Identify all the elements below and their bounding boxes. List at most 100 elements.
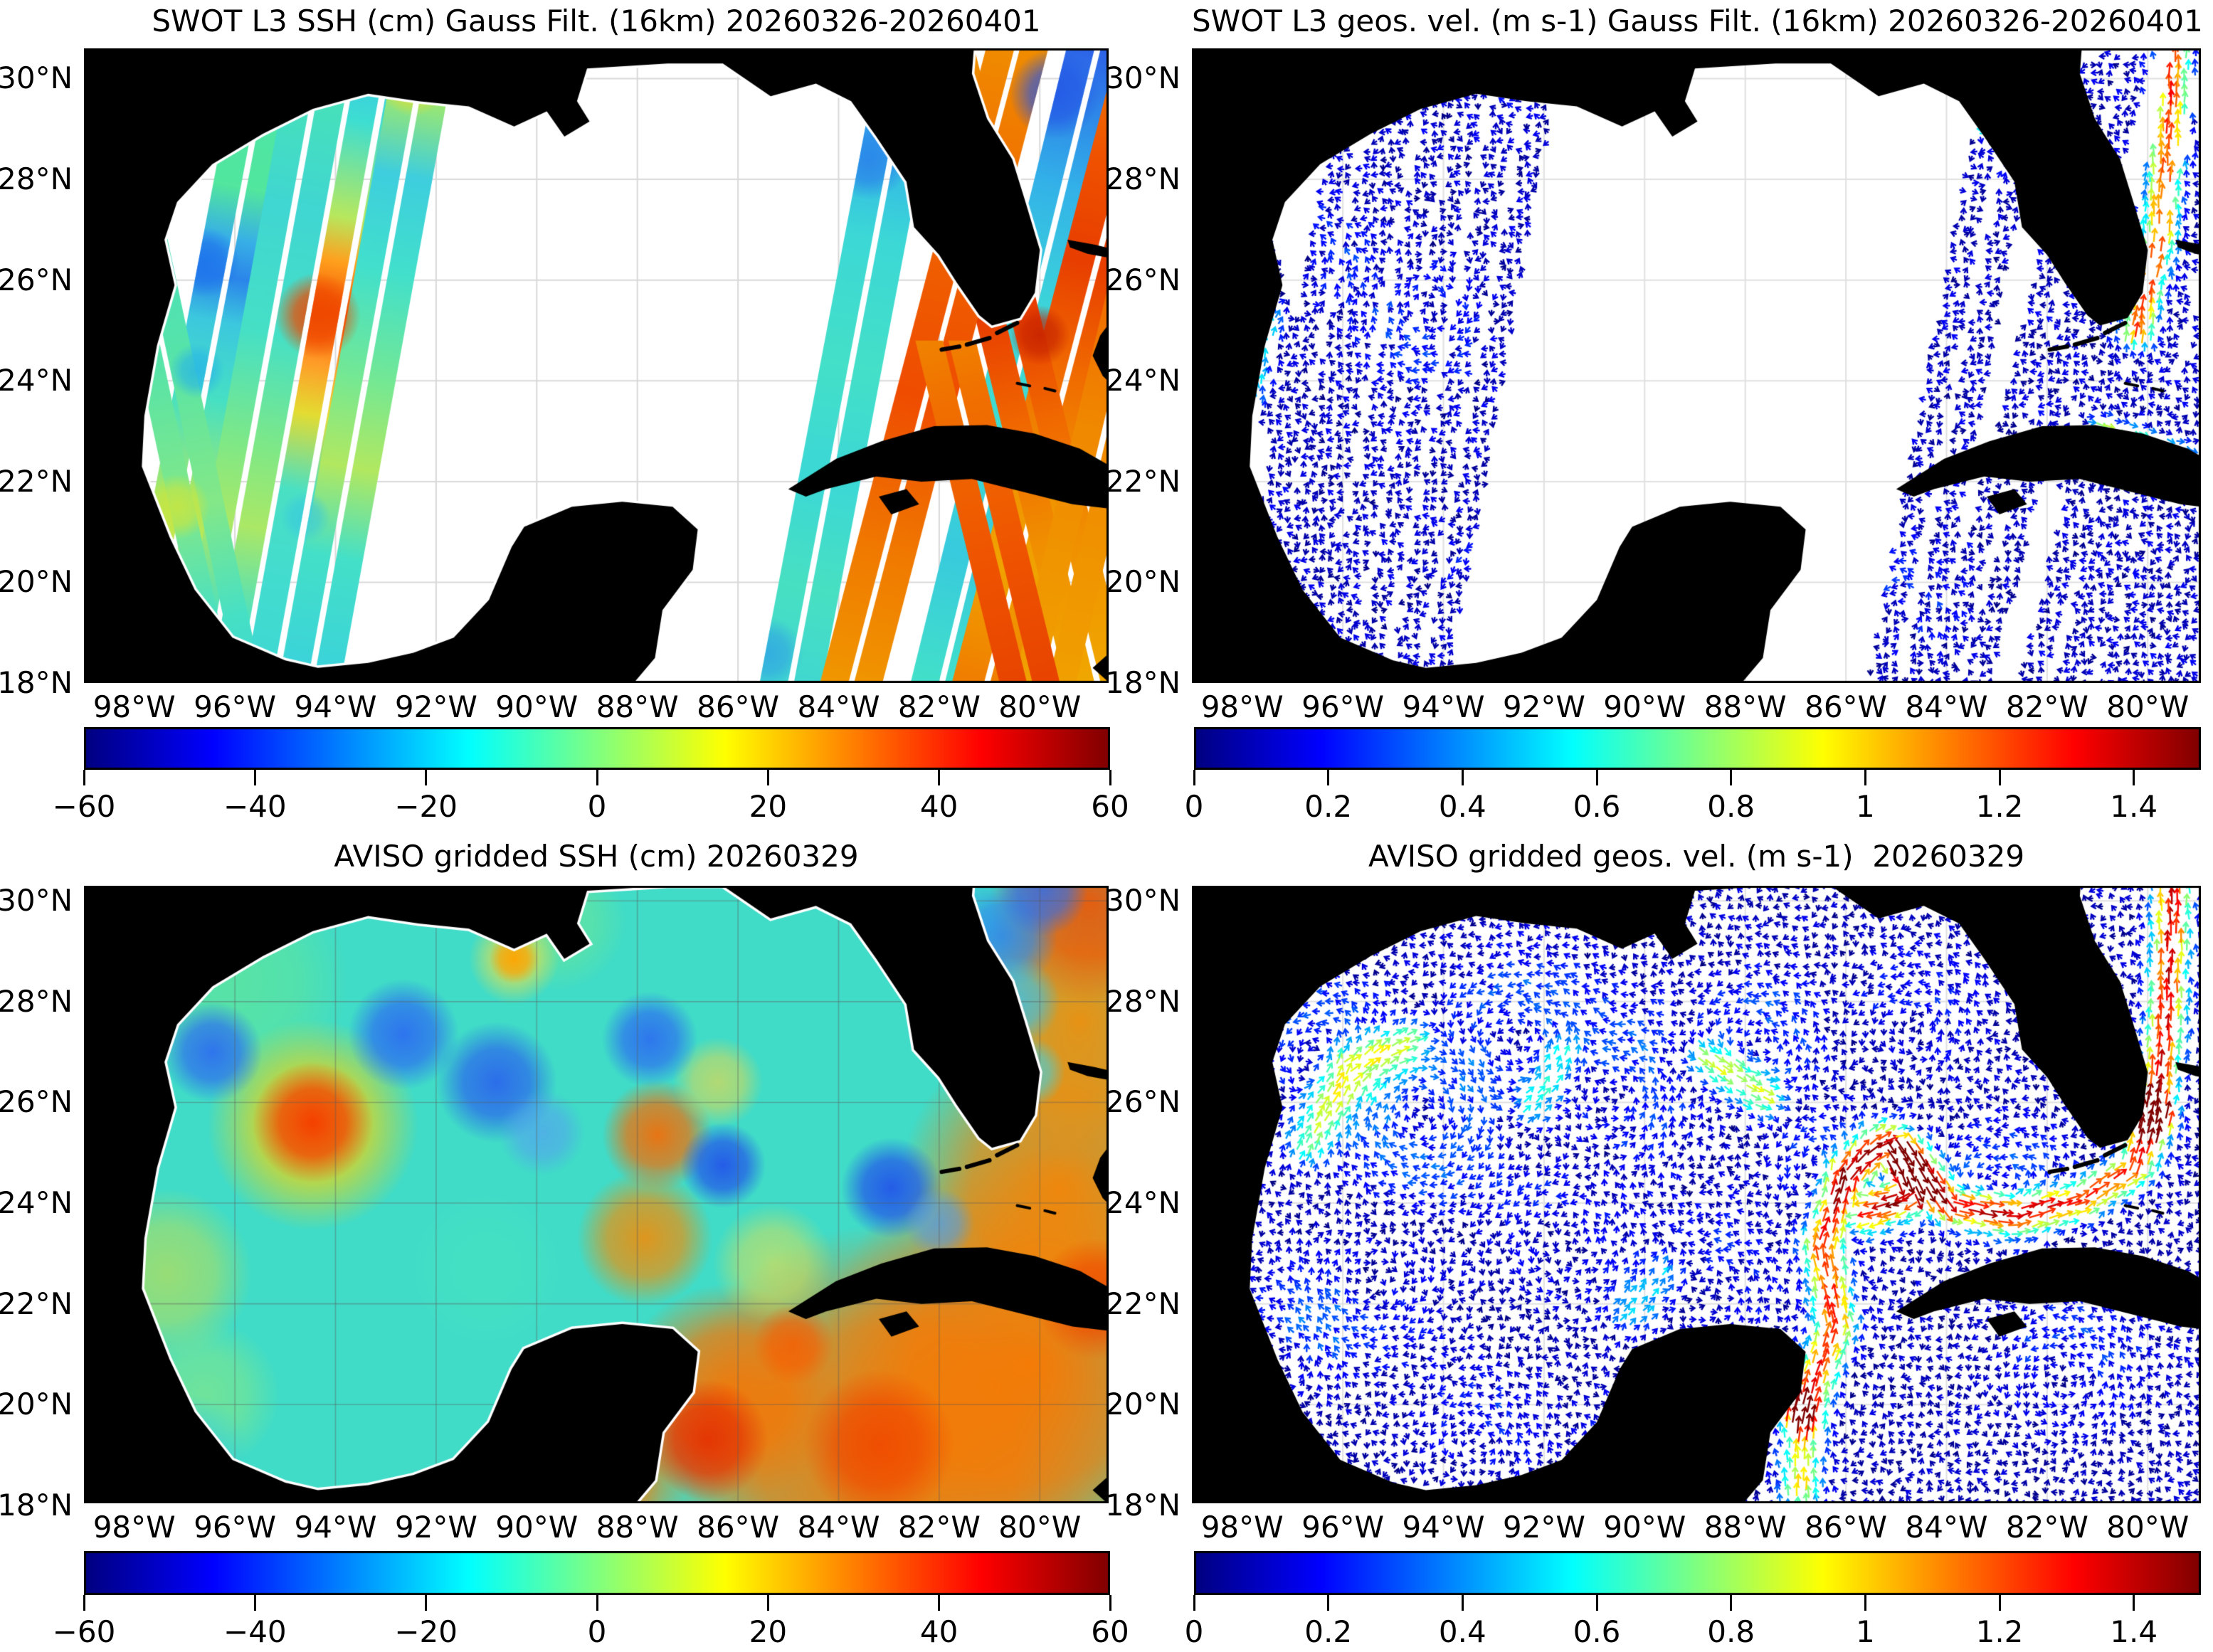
y-tick-label: 24°N [0,1185,73,1221]
x-tick-label: 88°W [1704,689,1787,724]
y-tick-label: 22°N [0,1286,73,1321]
colorbar-tick-mark [1730,770,1733,785]
y-tick-label: 18°N [0,1487,73,1523]
y-tick-label: 30°N [0,883,73,918]
y-tick-label: 28°N [1105,983,1181,1019]
x-tick-label: 90°W [1603,689,1686,724]
x-tick-label: 90°W [495,689,579,724]
colorbar-tick-label: −20 [394,789,458,824]
y-tick-label: 28°N [0,162,73,197]
colorbar-tick-label: 0.8 [1707,789,1755,824]
colorbar-tick-label: −40 [223,1614,287,1649]
colorbar-tick-label: 0.4 [1438,1614,1486,1649]
x-tick-label: 98°W [1200,1510,1284,1545]
x-tick-label: 84°W [797,1510,880,1545]
colorbar-tick-mark [1327,770,1330,785]
colorbar-tick-label: −60 [52,789,116,824]
x-tick-label: 94°W [1402,1510,1485,1545]
colorbar-tick-mark [2133,1595,2135,1611]
swot-vel-map-canvas [1192,48,2201,683]
colorbar-tick-mark [766,770,769,785]
colorbar-tick-mark [1864,770,1866,785]
colorbar-tick-label: 1 [1855,789,1875,824]
aviso-ssh-colorbar-canvas [84,1551,1110,1595]
y-tick-label: 20°N [1105,564,1181,600]
vel-colorbar-canvas [1194,727,2201,770]
x-tick-label: 80°W [2106,1510,2190,1545]
x-tick-label: 80°W [998,1510,1082,1545]
x-tick-label: 96°W [1301,689,1385,724]
colorbar-tick-label: 1.2 [1975,789,2024,824]
x-tick-label: 96°W [194,689,277,724]
x-tick-label: 98°W [1200,689,1284,724]
swot-ssh-map-canvas [84,48,1109,683]
y-tick-label: 30°N [1105,60,1181,96]
y-tick-label: 18°N [1105,1487,1181,1523]
colorbar-tick-mark [596,770,598,785]
colorbar-tick-label: 40 [919,789,958,824]
aviso-ssh-map-canvas [84,886,1109,1503]
panel-title-aviso-vel: AVISO gridded geos. vel. (m s-1) 2026032… [1368,839,2025,874]
x-tick-label: 92°W [1502,689,1585,724]
y-tick-label: 20°N [0,564,73,600]
colorbar-tick-label: 0 [1184,789,1204,824]
x-tick-label: 86°W [697,1510,780,1545]
x-tick-label: 86°W [697,689,780,724]
colorbar-tick-label: 0.6 [1573,789,1621,824]
colorbar-tick-mark [253,770,256,785]
colorbar-tick-label: 0 [1184,1614,1204,1649]
colorbar-tick-mark [2133,770,2135,785]
ssh-colorbar-canvas [84,727,1110,770]
colorbar-tick-mark [596,1595,598,1611]
colorbar-tick-mark [1327,1595,1330,1611]
colorbar-tick-label: 0.6 [1573,1614,1621,1649]
colorbar-tick-label: −40 [223,789,287,824]
x-tick-label: 88°W [1704,1510,1787,1545]
x-tick-label: 94°W [294,689,377,724]
colorbar-tick-mark [1730,1595,1733,1611]
y-tick-label: 24°N [0,363,73,398]
colorbar-tick-mark [1461,1595,1464,1611]
colorbar-tick-label: 0.2 [1304,1614,1353,1649]
colorbar-tick-label: 60 [1091,789,1129,824]
panel-title-swot-vel: SWOT L3 geos. vel. (m s-1) Gauss Filt. (… [1192,4,2203,38]
x-tick-label: 92°W [394,689,477,724]
colorbar-tick-label: −60 [52,1614,116,1649]
x-tick-label: 94°W [1402,689,1485,724]
colorbar-tick-label: −20 [394,1614,458,1649]
colorbar-tick-label: 0 [587,1614,607,1649]
colorbar-tick-label: 0.2 [1304,789,1353,824]
colorbar-tick-mark [1998,1595,2001,1611]
colorbar-tick-mark [1193,1595,1195,1611]
y-tick-label: 18°N [0,665,73,701]
colorbar-tick-mark [1109,1595,1111,1611]
x-tick-label: 98°W [93,1510,176,1545]
colorbar-tick-mark [1461,770,1464,785]
colorbar-tick-mark [83,770,85,785]
colorbar-tick-mark [425,1595,428,1611]
y-tick-label: 18°N [1105,665,1181,701]
y-tick-label: 22°N [1105,1286,1181,1321]
colorbar-tick-mark [1595,770,1598,785]
colorbar-tick-mark [938,1595,941,1611]
colorbar-tick-mark [766,1595,769,1611]
colorbar-tick-mark [1109,770,1111,785]
x-tick-label: 80°W [2106,689,2190,724]
colorbar-tick-label: 20 [749,1614,788,1649]
aviso-vel-colorbar-canvas [1194,1551,2201,1595]
x-tick-label: 88°W [596,1510,679,1545]
colorbar-tick-mark [425,770,428,785]
x-tick-label: 88°W [596,689,679,724]
x-tick-label: 82°W [2005,1510,2088,1545]
y-tick-label: 28°N [1105,162,1181,197]
x-tick-label: 92°W [394,1510,477,1545]
x-tick-label: 96°W [194,1510,277,1545]
colorbar-tick-mark [1193,770,1195,785]
colorbar-tick-mark [253,1595,256,1611]
y-tick-label: 26°N [0,1084,73,1120]
y-tick-label: 28°N [0,983,73,1019]
y-tick-label: 20°N [1105,1387,1181,1422]
y-tick-label: 26°N [1105,262,1181,297]
x-tick-label: 84°W [1905,1510,1988,1545]
